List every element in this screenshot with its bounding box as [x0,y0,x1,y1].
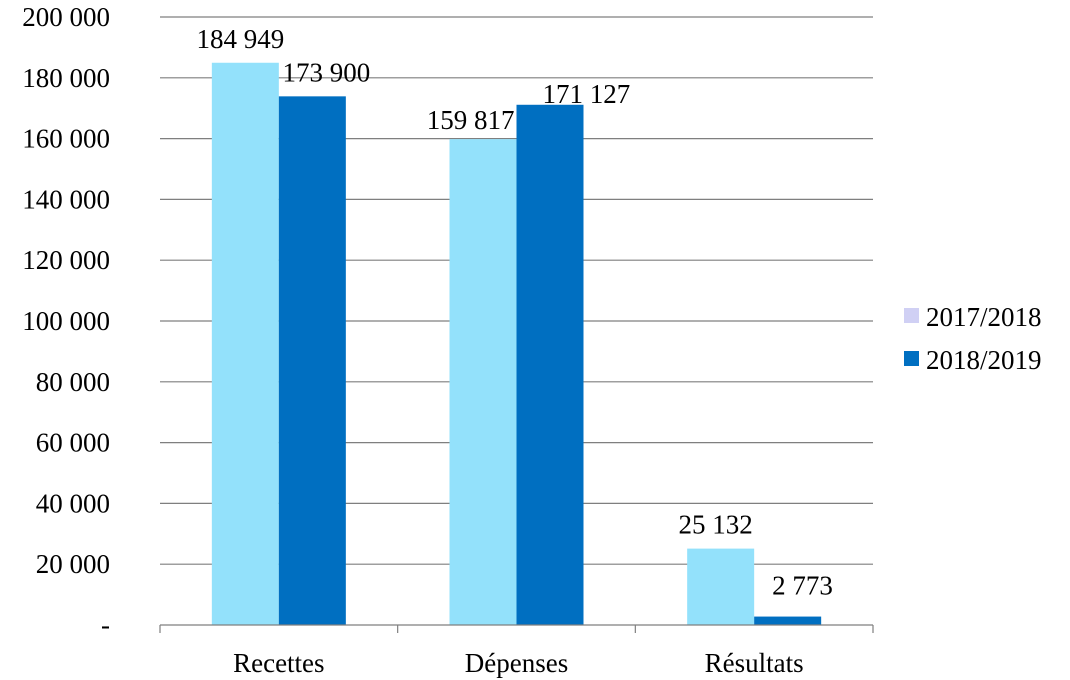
y-tick-label: 60 000 [36,428,110,458]
y-tick-label: 20 000 [36,549,110,579]
y-tick-label: 100 000 [22,306,110,336]
y-tick-label: 200 000 [22,2,110,32]
legend-swatch-2017-2018 [904,308,919,323]
legend-label-2017-2018: 2017/2018 [926,302,1042,332]
y-tick-label: - [101,610,110,640]
y-tick-label: 80 000 [36,367,110,397]
category-label-depenses: Dépenses [465,648,568,678]
data-label-2017-2018-recettes: 184 949 [196,24,284,54]
data-label-2017-2018-depenses: 159 817 [427,105,515,135]
bar-2017-2018-depenses [449,139,517,626]
bar-2018-2019-recettes [278,96,346,626]
data-label-2018-2019-resultats: 2 773 [772,571,833,601]
legend-label-2018-2019: 2018/2019 [926,345,1042,375]
y-tick-label: 160 000 [22,124,110,154]
x-axis [159,624,874,633]
y-tick-labels: - 20 000 40 000 60 000 80 000 100 000 120 000 1… [22,2,110,640]
bar-2018-2019-resultats [754,616,822,625]
bar-2017-2018-resultats [687,548,755,625]
data-label-2017-2018-resultats: 25 132 [679,510,753,540]
y-tick-label: 40 000 [36,488,110,518]
y-tick-label: 140 000 [22,184,110,214]
data-label-2018-2019-depenses: 171 127 [543,79,631,109]
bars [211,62,822,626]
data-label-2018-2019-recettes: 173 900 [282,57,370,87]
legend-swatch-2018-2019 [904,351,919,366]
y-tick-label: 180 000 [22,63,110,93]
category-label-recettes: Recettes [233,648,324,678]
bar-2018-2019-depenses [516,104,584,625]
legend: 2017/2018 2018/2019 [904,302,1042,375]
category-label-resultats: Résultats [705,648,804,678]
y-tick-label: 120 000 [22,245,110,275]
bar-2017-2018-recettes [211,62,279,625]
category-labels: Recettes Dépenses Résultats [233,648,804,678]
